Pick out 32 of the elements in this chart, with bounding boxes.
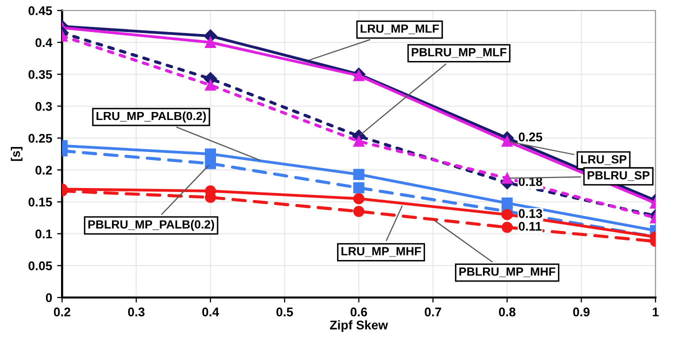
x-tick-label: 0.8: [498, 308, 516, 316]
text: LRU_MP_MLF: [360, 24, 439, 34]
x-tick-label: 0.3: [128, 308, 145, 316]
x-tick-label: 0.7: [424, 308, 442, 316]
y-tick-label: 0.1: [35, 230, 52, 238]
y-axis-title: [s]: [10, 147, 22, 161]
y-tick-label: 0.25: [28, 134, 52, 143]
y-tick-label: 0.05: [28, 261, 52, 270]
text: PBLRU_MP_MHF: [459, 268, 556, 278]
text: PBLRU_MP_MLF: [412, 48, 506, 58]
y-tick-label: 0: [46, 293, 52, 302]
y-tick-label: 0.35: [28, 70, 52, 79]
series-label: LRU_SP: [581, 155, 626, 165]
y-tick-label: 0.4: [35, 38, 52, 48]
data-label: 0.25: [518, 132, 542, 142]
x-tick-label: 0.9: [573, 308, 590, 316]
y-tick-label: 0.2: [35, 166, 52, 175]
data-label: 0.13: [518, 209, 542, 218]
text: LRU_MP_PALB(0.2): [96, 112, 206, 123]
data-label: 0.11: [518, 222, 542, 231]
x-tick-label: 0.2: [54, 308, 70, 316]
x-tick-label: 0.4: [202, 308, 220, 316]
series-label: PBLRU_SP: [588, 171, 650, 181]
x-tick-label: 0.5: [276, 308, 293, 316]
x-tick-label: 1: [652, 308, 659, 316]
x-tick-label: 0.6: [350, 308, 368, 316]
y-tick-label: 0.45: [28, 6, 52, 16]
text: LRU_MP_MHF: [342, 247, 421, 257]
text: PBLRU_MP_PALB(0.2): [88, 220, 214, 231]
y-tick-label: 0.15: [28, 198, 52, 206]
y-tick-label: 0.3: [35, 102, 52, 111]
x-axis-title: Zipf Skew: [330, 320, 388, 332]
